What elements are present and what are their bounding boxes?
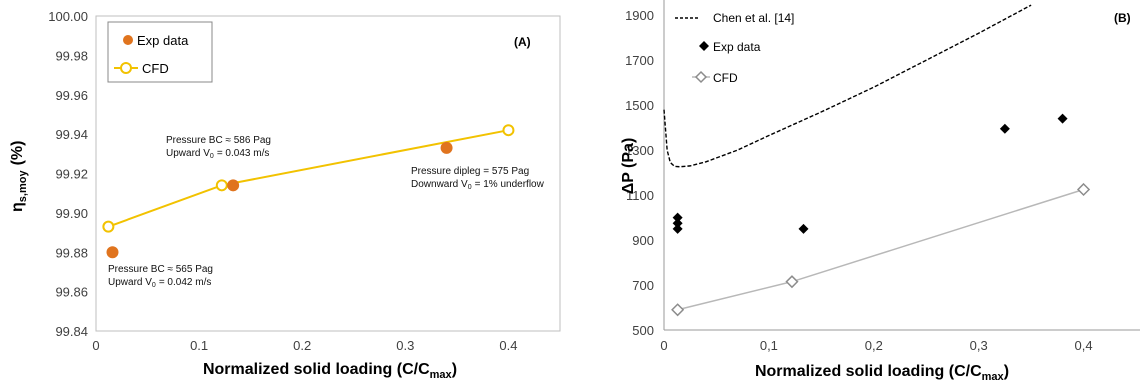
legend-cfd-marker-b [694, 70, 708, 84]
legend-exp-marker-a [123, 35, 133, 45]
plot-area-a [95, 15, 561, 332]
x-axis-title-a: Normalized solid loading (C/Cmax) [203, 361, 457, 381]
legend-a: Exp data CFD [107, 21, 213, 83]
legend-box-b [667, 3, 799, 94]
legend-chen-label: Chen et al. [14] [713, 11, 794, 25]
data-point-cfd-a [502, 124, 515, 137]
data-point-cfd-a [215, 179, 228, 192]
y-tick-label: 1300 [625, 143, 654, 158]
data-point-exp-b [999, 123, 1010, 134]
y-tick-labels-b: 500 700 900 1100 1300 1500 1700 1900 [625, 8, 654, 338]
x-tick-label: 0.2 [293, 338, 311, 353]
annotation-sub: 0 [468, 184, 472, 191]
legend-b: Chen et al. [14] Exp data CFD [667, 3, 799, 94]
annotation-bc-565: Pressure BC ≈ 565 Pag Upward V0 = 0.042 m… [108, 264, 213, 289]
annotation-sub: 0 [152, 282, 156, 289]
y-tick-label: 99.94 [55, 127, 88, 142]
y-tick-label: 700 [632, 278, 654, 293]
legend-exp-label-b: Exp data [713, 40, 761, 54]
x-axis-title-b: Normalized solid loading (C/Cmax) [755, 363, 1009, 383]
x-tick-label: 0 [660, 338, 667, 353]
data-point-exp-b [672, 218, 683, 229]
y-tick-label: 100.00 [48, 9, 88, 24]
annotation-line: Upward V [108, 277, 152, 288]
svg-text:Upward V0= 0.042 m/s: Upward V0 = 0.042 m/s [108, 277, 211, 289]
x-tick-label: 0 [92, 338, 99, 353]
x-tick-labels-a: 0 0.1 0.2 0.3 0.4 [92, 338, 517, 353]
y-tick-label: 99.84 [55, 324, 88, 339]
data-marks-a [102, 124, 515, 259]
x-tick-label: 0.3 [396, 338, 414, 353]
data-point-exp-a [227, 179, 240, 192]
y-tick-label: 1900 [625, 8, 654, 23]
y-tick-label: 99.92 [55, 167, 88, 182]
y-tick-label: 99.88 [55, 245, 88, 260]
annotation-line: = 0.042 m/s [159, 277, 212, 288]
x-tick-label: 0,1 [760, 338, 778, 353]
panel-a: 99.84 99.86 99.88 99.90 99.92 99.94 99.96 99.98… [9, 9, 561, 381]
legend-exp-marker-b [699, 41, 709, 51]
annotation-line: = 1% underflow [475, 179, 545, 190]
y-tick-label: 1700 [625, 53, 654, 68]
data-point-exp-b [672, 223, 683, 234]
y-tick-label: 1500 [625, 98, 654, 113]
legend-exp-label-a: Exp data [137, 33, 189, 48]
y-tick-label: 99.90 [55, 206, 88, 221]
y-tick-label: 900 [632, 233, 654, 248]
y-tick-label: 99.86 [55, 285, 88, 300]
x-tick-label: 0.1 [190, 338, 208, 353]
data-point-cfd-a [102, 220, 115, 233]
annotation-line: = 0.043 m/s [217, 148, 270, 159]
x-tick-label: 0,3 [970, 338, 988, 353]
data-point-exp-b [798, 223, 809, 234]
data-point-exp-b [1057, 113, 1068, 124]
annotation-sub: 0 [210, 153, 214, 160]
data-point-cfd-b [785, 275, 799, 289]
legend-cfd-label-b: CFD [713, 71, 738, 85]
y-tick-label: 500 [632, 323, 654, 338]
annotation-bc-586: Pressure BC ≈ 586 Pag Upward V0 = 0.043 m… [166, 135, 271, 160]
data-point-exp-a [106, 246, 119, 259]
annotation-dipleg-575: Pressure dipleg = 575 Pag Downward V0 = 1… [411, 166, 545, 191]
y-axis-title-b: ΔP (Pa) [620, 138, 637, 195]
annotation-line: Pressure BC ≈ 586 Pag [166, 135, 271, 146]
data-marks-b [663, 4, 1091, 317]
y-tick-labels-a: 99.84 99.86 99.88 99.90 99.92 99.94 99.96 99.98… [48, 9, 88, 339]
panel-label-a: (A) [514, 35, 531, 49]
y-tick-label: 1100 [626, 188, 654, 203]
x-tick-labels-b: 0 0,1 0,2 0,3 0,4 [660, 338, 1092, 353]
series-line-chen [663, 4, 1032, 168]
data-point-exp-a [440, 141, 453, 154]
y-tick-label: 99.98 [55, 48, 88, 63]
annotation-line: Pressure dipleg = 575 Pag [411, 166, 529, 177]
x-tick-label: 0,2 [865, 338, 883, 353]
panel-b: 500 700 900 1100 1300 1500 1700 1900 0 0,1 0,2 0,3… [620, 0, 1140, 383]
annotation-line: Upward V [166, 148, 210, 159]
svg-text:Upward V0= 0.043 m/s: Upward V0 = 0.043 m/s [166, 148, 269, 160]
y-axis-title-a: ηs,moy(%) [9, 141, 29, 212]
legend-cfd-marker-a [120, 62, 132, 74]
svg-text:Downward V0= 1% underflow: Downward V0 = 1% underflow [411, 179, 545, 191]
data-point-exp-b [672, 212, 683, 223]
panel-label-b: (B) [1114, 11, 1131, 25]
annotation-line: Downward V [411, 179, 468, 190]
y-tick-label: 99.96 [55, 88, 88, 103]
data-point-cfd-b [1076, 182, 1091, 197]
series-line-cfd-b [677, 188, 1084, 311]
x-tick-label: 0,4 [1075, 338, 1093, 353]
data-point-cfd-b [671, 303, 685, 317]
annotation-line: Pressure BC ≈ 565 Pag [108, 264, 213, 275]
legend-cfd-label-a: CFD [142, 61, 169, 76]
x-tick-label: 0.4 [499, 338, 517, 353]
